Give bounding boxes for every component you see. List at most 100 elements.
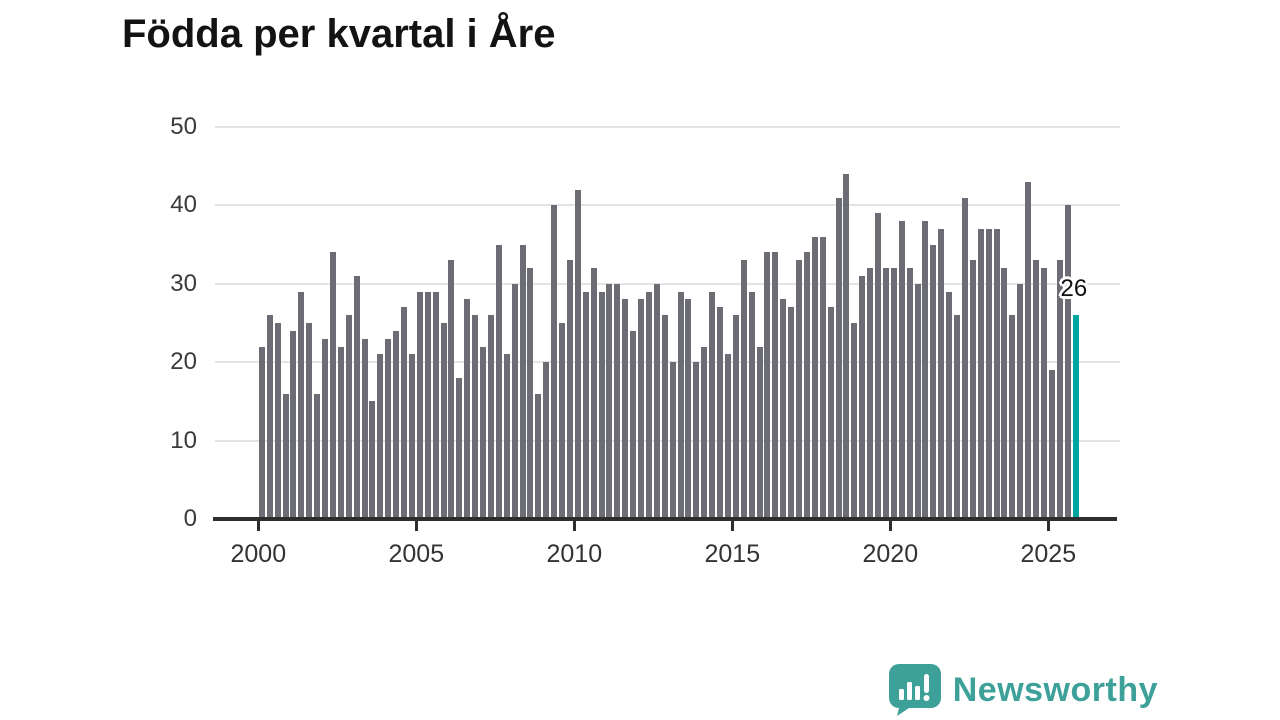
bar-2006-q4[interactable] bbox=[472, 315, 479, 519]
bar-2024-q1[interactable] bbox=[1017, 283, 1024, 519]
bar-2012-q2[interactable] bbox=[645, 291, 652, 519]
bar-2019-q2[interactable] bbox=[867, 268, 874, 519]
bar-2004-q1[interactable] bbox=[385, 338, 392, 519]
bar-2006-q2[interactable] bbox=[456, 377, 463, 519]
bar-2017-q3[interactable] bbox=[811, 236, 818, 519]
bar-2005-q3[interactable] bbox=[432, 291, 439, 519]
bar-2018-q3[interactable] bbox=[843, 174, 850, 519]
bar-2016-q1[interactable] bbox=[764, 252, 771, 519]
bar-2013-q2[interactable] bbox=[677, 291, 684, 519]
bar-2002-q2[interactable] bbox=[329, 252, 336, 519]
bar-2001-q2[interactable] bbox=[298, 291, 305, 519]
bar-2021-q1[interactable] bbox=[922, 221, 929, 519]
bar-2013-q3[interactable] bbox=[685, 299, 692, 519]
bar-2000-q2[interactable] bbox=[266, 315, 273, 519]
bar-2001-q4[interactable] bbox=[314, 393, 321, 519]
bar-2007-q3[interactable] bbox=[495, 244, 502, 519]
bar-2019-q1[interactable] bbox=[859, 275, 866, 519]
bar-2019-q3[interactable] bbox=[875, 213, 881, 519]
bar-2005-q2[interactable] bbox=[424, 291, 431, 519]
bar-2007-q1[interactable] bbox=[480, 346, 486, 519]
bar-2009-q2[interactable] bbox=[551, 205, 558, 519]
bar-2022-q2[interactable] bbox=[961, 197, 968, 519]
bar-2022-q1[interactable] bbox=[954, 315, 960, 519]
bar-2010-q1[interactable] bbox=[574, 189, 581, 519]
bar-2016-q2[interactable] bbox=[772, 252, 779, 519]
bar-2013-q4[interactable] bbox=[693, 362, 700, 519]
bar-2010-q2[interactable] bbox=[582, 291, 589, 519]
bar-2025-q4[interactable] bbox=[1072, 315, 1079, 519]
bar-2012-q1[interactable] bbox=[638, 299, 644, 519]
bar-2006-q1[interactable] bbox=[448, 260, 455, 519]
bar-2020-q1[interactable] bbox=[890, 268, 897, 519]
bar-2014-q3[interactable] bbox=[717, 307, 723, 519]
bar-2020-q2[interactable] bbox=[898, 221, 905, 519]
bar-2019-q4[interactable] bbox=[882, 268, 889, 519]
bar-2009-q3[interactable] bbox=[559, 323, 565, 519]
bar-2016-q4[interactable] bbox=[788, 307, 795, 519]
bar-2015-q4[interactable] bbox=[756, 346, 763, 519]
bar-2008-q4[interactable] bbox=[535, 393, 542, 519]
bar-2014-q1[interactable] bbox=[701, 346, 708, 519]
bar-2009-q4[interactable] bbox=[566, 260, 573, 519]
bar-2024-q4[interactable] bbox=[1040, 268, 1047, 519]
bar-2017-q2[interactable] bbox=[803, 252, 810, 519]
bar-2015-q2[interactable] bbox=[740, 260, 747, 519]
bar-2005-q1[interactable] bbox=[416, 291, 423, 519]
bar-2014-q2[interactable] bbox=[709, 291, 716, 519]
bar-2015-q1[interactable] bbox=[732, 315, 739, 519]
bar-2011-q4[interactable] bbox=[630, 330, 637, 519]
bar-2011-q2[interactable] bbox=[614, 283, 621, 519]
bar-2001-q3[interactable] bbox=[306, 323, 313, 519]
bar-2000-q3[interactable] bbox=[274, 323, 281, 519]
bar-2012-q4[interactable] bbox=[661, 315, 668, 519]
bar-2004-q4[interactable] bbox=[408, 354, 415, 519]
bar-2020-q4[interactable] bbox=[914, 283, 921, 519]
bar-2024-q3[interactable] bbox=[1033, 260, 1039, 519]
bar-2002-q1[interactable] bbox=[322, 338, 328, 519]
bar-2011-q1[interactable] bbox=[606, 283, 613, 519]
bar-2010-q3[interactable] bbox=[590, 268, 597, 519]
bar-2008-q3[interactable] bbox=[527, 268, 534, 519]
bar-2003-q2[interactable] bbox=[361, 338, 368, 519]
bar-2007-q2[interactable] bbox=[487, 315, 494, 519]
bar-2006-q3[interactable] bbox=[464, 299, 471, 519]
bar-2000-q1[interactable] bbox=[258, 346, 265, 519]
bar-2009-q1[interactable] bbox=[543, 362, 550, 519]
bar-2004-q3[interactable] bbox=[401, 307, 407, 519]
bar-2018-q4[interactable] bbox=[851, 323, 858, 519]
bar-2013-q1[interactable] bbox=[669, 362, 676, 519]
newsworthy-logo[interactable]: Newsworthy bbox=[887, 664, 1158, 716]
bar-2017-q4[interactable] bbox=[819, 236, 826, 519]
bar-2008-q1[interactable] bbox=[511, 283, 518, 519]
bar-2003-q1[interactable] bbox=[353, 275, 360, 519]
bar-2014-q4[interactable] bbox=[724, 354, 731, 519]
bar-2001-q1[interactable] bbox=[290, 330, 297, 519]
bar-2015-q3[interactable] bbox=[748, 291, 755, 519]
bar-2022-q3[interactable] bbox=[969, 260, 976, 519]
bar-2020-q3[interactable] bbox=[906, 268, 913, 519]
bar-2018-q1[interactable] bbox=[827, 307, 834, 519]
bar-2000-q4[interactable] bbox=[282, 393, 289, 519]
bar-2007-q4[interactable] bbox=[503, 354, 510, 519]
bar-2024-q2[interactable] bbox=[1025, 181, 1032, 519]
bar-2023-q3[interactable] bbox=[1001, 268, 1008, 519]
bar-2017-q1[interactable] bbox=[796, 260, 802, 519]
bar-2022-q4[interactable] bbox=[977, 228, 984, 519]
bar-2025-q1[interactable] bbox=[1048, 370, 1055, 519]
bar-2018-q2[interactable] bbox=[835, 197, 842, 519]
bar-2021-q2[interactable] bbox=[930, 244, 937, 519]
bar-2004-q2[interactable] bbox=[393, 330, 400, 519]
bar-2025-q2[interactable] bbox=[1056, 260, 1063, 519]
bar-2011-q3[interactable] bbox=[622, 299, 629, 519]
bar-2021-q4[interactable] bbox=[946, 291, 953, 519]
bar-2010-q4[interactable] bbox=[598, 291, 605, 519]
bar-2021-q3[interactable] bbox=[938, 228, 945, 519]
bar-2003-q3[interactable] bbox=[369, 401, 376, 519]
bar-2002-q3[interactable] bbox=[337, 346, 344, 519]
bar-2023-q1[interactable] bbox=[985, 228, 992, 519]
bar-2012-q3[interactable] bbox=[653, 283, 660, 519]
bar-2016-q3[interactable] bbox=[780, 299, 787, 519]
bar-2023-q4[interactable] bbox=[1009, 315, 1016, 519]
bar-2008-q2[interactable] bbox=[519, 244, 526, 519]
